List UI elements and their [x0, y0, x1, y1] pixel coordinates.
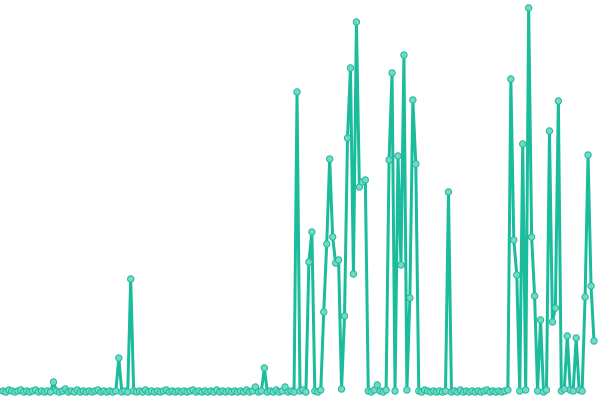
data-point [578, 387, 586, 395]
data-point [441, 387, 450, 395]
data-point [542, 386, 551, 394]
data-point [548, 318, 557, 326]
data-point [572, 334, 580, 342]
data-point [569, 387, 577, 395]
data-point [533, 387, 542, 395]
data-point [510, 236, 518, 244]
data-point [334, 256, 343, 264]
data-point [290, 388, 298, 396]
data-point [385, 156, 393, 164]
data-point [391, 387, 399, 395]
data-point [373, 381, 381, 389]
data-point [587, 282, 595, 290]
data-point [394, 152, 402, 160]
data-point [46, 388, 55, 396]
data-point [317, 386, 325, 394]
data-point [409, 96, 417, 104]
data-point [320, 308, 328, 316]
data-point [536, 316, 545, 324]
data-point [257, 387, 266, 395]
data-point [590, 337, 598, 345]
data-point [325, 155, 334, 163]
data-point [361, 176, 370, 184]
data-point [293, 88, 301, 96]
data-point [115, 354, 123, 362]
data-point [412, 160, 420, 168]
data-point [382, 386, 390, 394]
data-point [519, 140, 527, 148]
data-point [328, 233, 337, 241]
data-point [340, 312, 349, 320]
data-point [127, 275, 135, 283]
data-point [560, 385, 568, 393]
data-point [516, 387, 524, 395]
data-point [507, 75, 515, 83]
data-point [406, 294, 414, 302]
data-point [584, 151, 592, 159]
data-point [308, 228, 316, 236]
data-point [504, 386, 512, 394]
data-point [349, 270, 358, 278]
data-point [524, 4, 533, 12]
data-point [530, 292, 539, 300]
data-point [346, 64, 355, 72]
series-marker-group [0, 4, 598, 396]
series-line [2, 6, 596, 394]
data-point [521, 386, 530, 394]
data-point [444, 188, 453, 196]
data-point [388, 69, 396, 77]
data-point [305, 258, 313, 266]
series-line-group [2, 6, 596, 394]
data-point [513, 271, 521, 279]
data-point [554, 97, 563, 105]
data-point [545, 127, 554, 135]
data-point [563, 332, 571, 340]
data-point [112, 387, 120, 395]
data-point [403, 386, 411, 394]
data-point [581, 293, 589, 301]
data-point [124, 388, 132, 396]
data-point [260, 364, 269, 372]
data-point [337, 385, 346, 393]
data-point [551, 304, 560, 312]
data-point [343, 134, 352, 142]
data-point [527, 233, 536, 241]
data-point [302, 388, 310, 396]
data-point [323, 240, 331, 248]
data-point [49, 378, 58, 386]
data-point [400, 51, 408, 59]
data-point [397, 261, 405, 269]
data-point [352, 18, 361, 26]
